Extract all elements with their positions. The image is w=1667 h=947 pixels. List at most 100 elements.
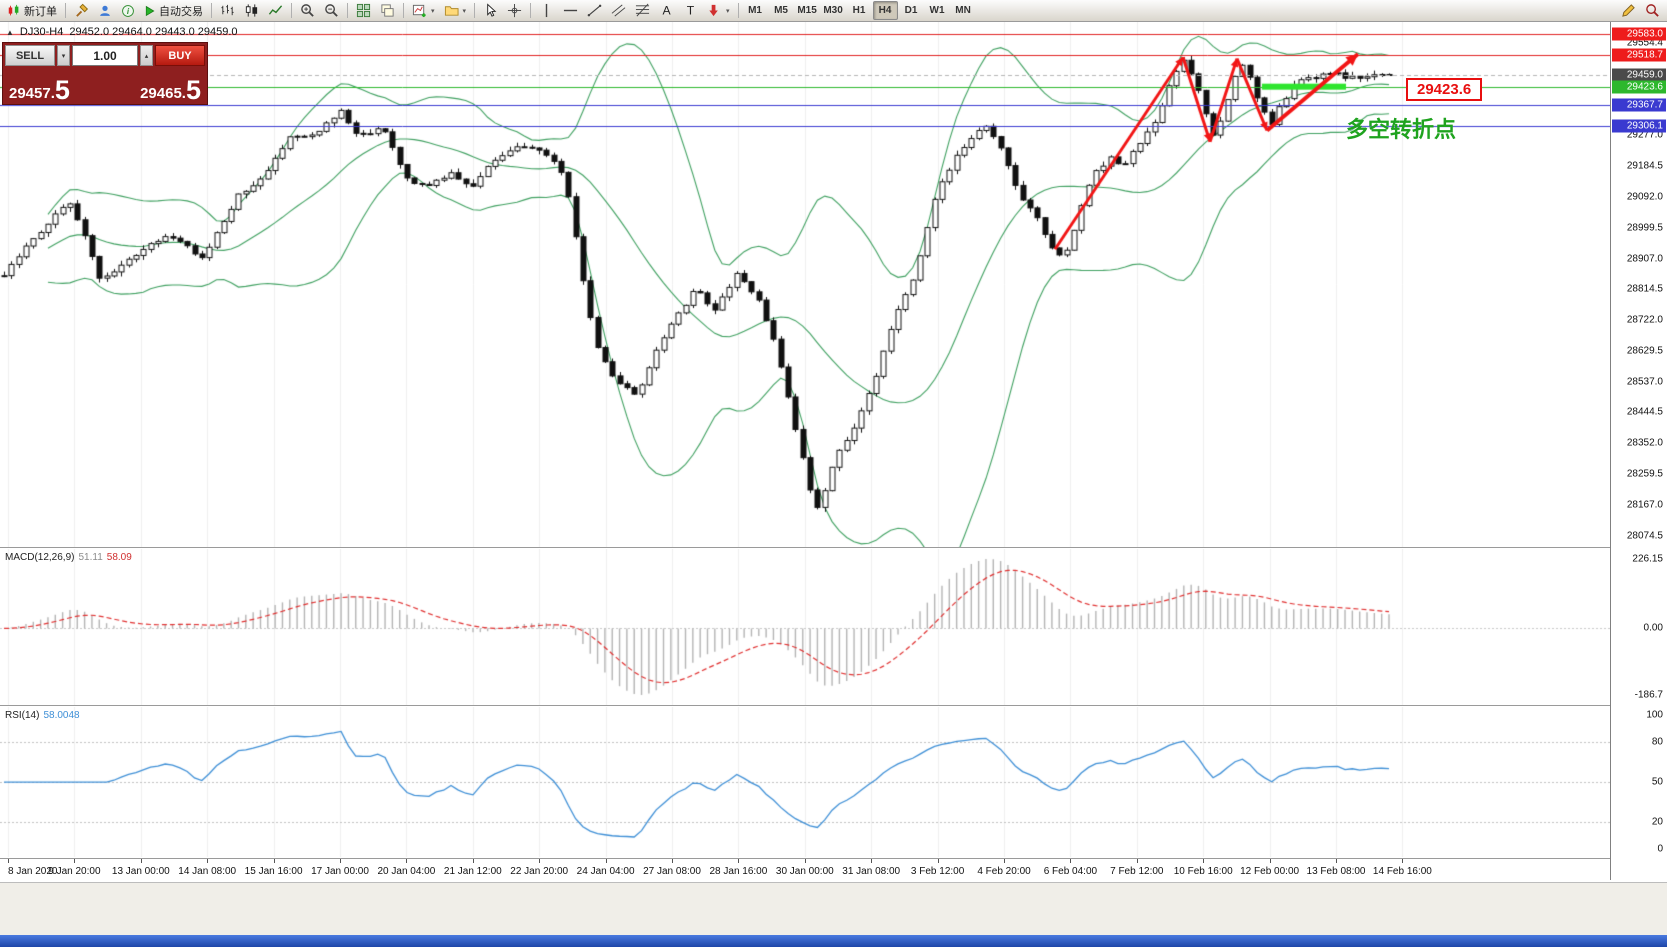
info-button[interactable]: i — [117, 1, 139, 20]
trendline-button[interactable] — [583, 1, 606, 20]
label-icon: T — [687, 4, 695, 18]
timeframe-h4-button[interactable]: H4 — [872, 1, 898, 20]
time-tick — [1004, 859, 1005, 863]
chart-title: ▲ DJ30-H4 29452.0 29464.0 29443.0 29459.… — [6, 26, 238, 38]
price-axis-label: 29554.4 — [1626, 37, 1663, 49]
timeframe-m15-button[interactable]: M15 — [795, 1, 820, 20]
zoom-out-icon — [325, 4, 338, 17]
profile-button[interactable] — [94, 1, 116, 20]
sell-price[interactable]: 29457. 5 — [9, 77, 70, 104]
price-tag: 29367.7 — [1612, 98, 1666, 112]
rsi-value: 58.0048 — [43, 710, 80, 721]
volume-increase-button[interactable]: ▴ — [140, 45, 153, 66]
time-tick — [937, 859, 939, 863]
time-tick — [406, 859, 408, 863]
buy-button[interactable]: BUY — [155, 45, 205, 66]
time-tick — [1070, 859, 1072, 863]
rsi-canvas[interactable] — [0, 707, 1610, 857]
pencil-button[interactable] — [1617, 1, 1640, 20]
line-chart-button[interactable] — [264, 1, 287, 20]
folder-icon — [444, 6, 459, 16]
text-button[interactable]: A — [655, 1, 678, 20]
price-axis[interactable]: 29554.4 29277.0 29184.5 29092.0 28999.5 28907… — [1610, 22, 1667, 880]
time-tick — [672, 859, 673, 863]
time-axis-label: 12 Feb 00:00 — [1240, 866, 1300, 877]
cursor-icon — [487, 3, 497, 17]
trendline-icon — [587, 4, 602, 17]
price-axis-label: 28814.5 — [1626, 283, 1663, 295]
toolbar-separator — [65, 3, 66, 18]
buy-price[interactable]: 29465. 5 — [140, 77, 201, 104]
trade-prices-row: 29457. 5 29465. 5 — [5, 66, 205, 104]
price-chart-canvas[interactable] — [0, 22, 1610, 547]
sell-button[interactable]: SELL — [5, 45, 55, 66]
label-button[interactable]: T — [679, 1, 702, 20]
timeframe-m30-button[interactable]: M30 — [821, 1, 846, 20]
search-icon — [1646, 4, 1659, 17]
zoom-out-button[interactable] — [320, 1, 343, 20]
price-axis-label: 28537.0 — [1626, 376, 1663, 388]
time-axis-label: 21 Jan 12:00 — [443, 866, 502, 877]
one-click-collapse-icon[interactable]: ▲ — [6, 27, 14, 37]
horizontal-line-icon — [563, 9, 578, 12]
time-axis-label: 14 Feb 16:00 — [1372, 866, 1432, 877]
new-order-button[interactable]: 新订单 — [3, 1, 61, 20]
time-tick — [340, 859, 341, 863]
time-axis-label: 17 Jan 00:00 — [311, 866, 369, 877]
new-chart-button[interactable]: ▾ — [408, 1, 439, 20]
volume-decrease-button[interactable]: ▾ — [57, 45, 70, 66]
timeframe-m1-button[interactable]: M1 — [743, 1, 768, 20]
timeframe-d1-button[interactable]: D1 — [899, 1, 924, 20]
hammer-icon — [76, 3, 89, 17]
cursor-button[interactable] — [479, 1, 502, 20]
price-tag: 29583.0 — [1612, 27, 1666, 41]
volume-input[interactable]: 1.00 — [72, 45, 138, 66]
profiles-button[interactable]: ▾ — [440, 1, 471, 20]
time-axis[interactable]: 8 Jan 2020 9 Jan 20:00 13 Jan 00:00 14 Jan … — [0, 858, 1610, 881]
macd-canvas[interactable] — [0, 549, 1610, 705]
time-tick — [207, 859, 209, 863]
cascade-windows-button[interactable] — [376, 1, 399, 20]
macd-value: 51.11 — [78, 552, 103, 563]
svg-text:i: i — [127, 7, 130, 16]
price-axis-label: 28074.5 — [1626, 530, 1663, 542]
hammer-button[interactable] — [70, 1, 93, 20]
quick-search-button[interactable] — [1641, 1, 1664, 20]
user-icon — [100, 5, 110, 16]
one-click-trading-panel: SELL ▾ 1.00 ▴ BUY 29457. 5 29465. 5 — [2, 42, 208, 105]
toolbar-separator — [211, 3, 212, 18]
price-axis-label: 28259.5 — [1626, 468, 1663, 480]
macd-signal-value: 58.09 — [106, 552, 132, 563]
rsi-axis-label: 20 — [1651, 816, 1663, 828]
timeframe-h1-button[interactable]: H1 — [847, 1, 872, 20]
price-tag: 29459.0 — [1612, 68, 1666, 82]
vertical-line-button[interactable] — [535, 1, 558, 20]
zoom-in-button[interactable] — [296, 1, 319, 20]
bar-chart-button[interactable] — [216, 1, 239, 20]
time-tick — [1269, 859, 1271, 863]
horizontal-line-button[interactable] — [559, 1, 582, 20]
candlestick-button[interactable] — [240, 1, 263, 20]
macd-name: MACD(12,26,9) — [5, 552, 75, 563]
taskbar-strip — [0, 935, 1667, 947]
rsi-axis-label: 0 — [1657, 843, 1663, 855]
timeframe-m5-button[interactable]: M5 — [769, 1, 794, 20]
timeframe-w1-button[interactable]: W1 — [925, 1, 950, 20]
time-axis-label: 9 Jan 20:00 — [48, 866, 101, 877]
time-tick — [1336, 859, 1337, 863]
info-icon: i — [122, 4, 134, 17]
chevron-down-icon: ▾ — [726, 7, 730, 15]
time-axis-label: 15 Jan 16:00 — [244, 866, 303, 877]
crosshair-button[interactable] — [503, 1, 526, 20]
fibonacci-button[interactable] — [631, 1, 654, 20]
arrows-button[interactable]: ▾ — [703, 1, 734, 20]
channel-button[interactable] — [607, 1, 630, 20]
toolbar-separator — [291, 3, 292, 18]
pane-separator — [0, 705, 1667, 706]
toolbar-separator — [530, 3, 532, 18]
new-order-icon — [8, 4, 19, 15]
timeframe-mn-button[interactable]: MN — [951, 1, 976, 20]
tile-windows-button[interactable] — [352, 1, 375, 20]
time-axis-label: 31 Jan 08:00 — [842, 866, 901, 877]
auto-trading-button[interactable]: 自动交易 — [140, 1, 207, 20]
